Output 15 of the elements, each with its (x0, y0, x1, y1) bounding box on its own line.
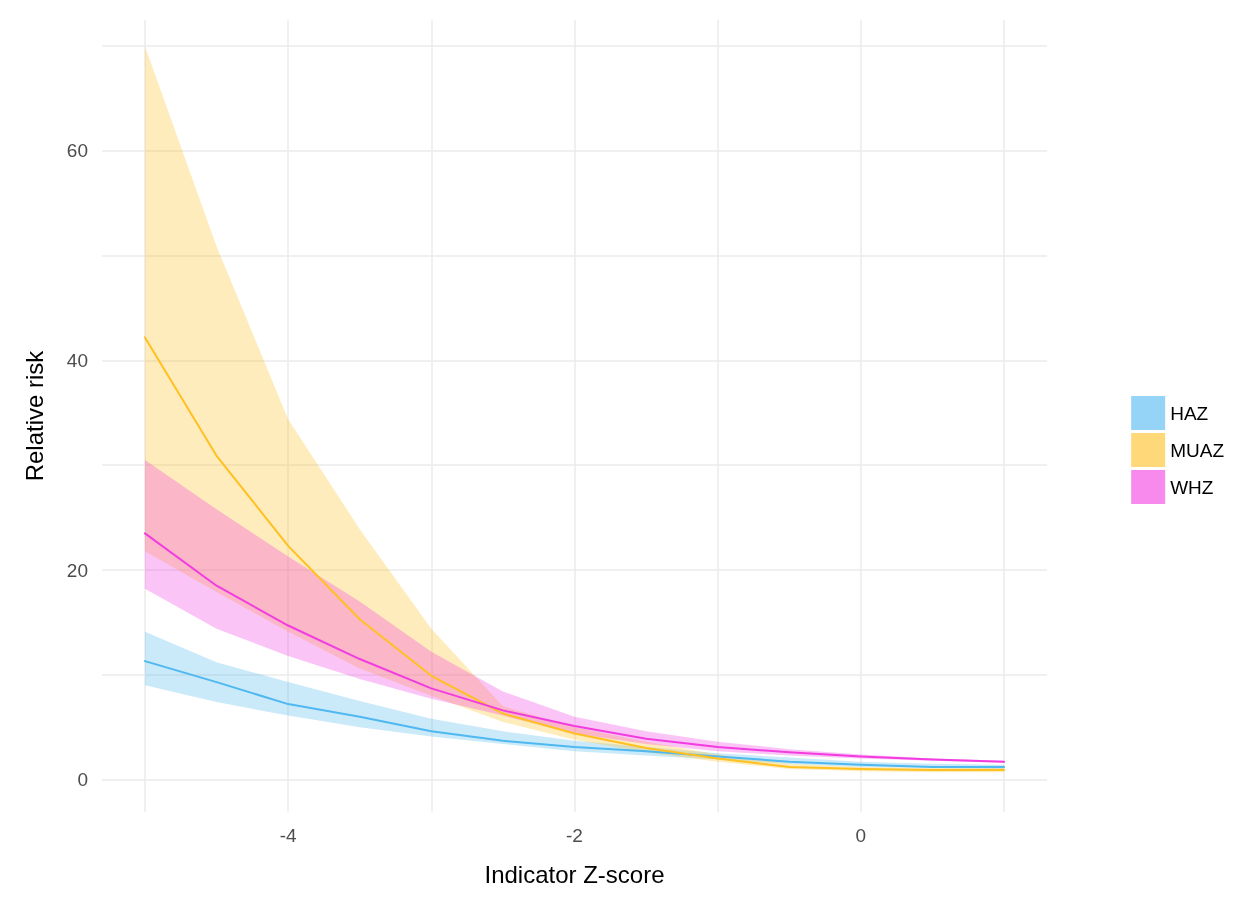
x-axis-title: Indicator Z-score (484, 860, 665, 888)
y-axis-title: Relative risk (20, 349, 48, 482)
legend-label: HAZ (1170, 402, 1209, 424)
x-tick-label: -4 (279, 825, 298, 846)
line-series (143, 660, 1006, 768)
x-tick-label: 0 (855, 825, 867, 846)
legend-label: MUAZ (1170, 439, 1225, 461)
y-tick-label: 0 (77, 769, 88, 791)
y-tick-label: 60 (66, 140, 88, 162)
y-tick-label: 20 (66, 559, 88, 581)
line-series (143, 336, 1006, 772)
legend-label: WHZ (1170, 476, 1214, 498)
x-tick-label: -2 (566, 825, 583, 846)
line-series (143, 532, 1006, 763)
y-tick-label: 40 (66, 349, 88, 371)
